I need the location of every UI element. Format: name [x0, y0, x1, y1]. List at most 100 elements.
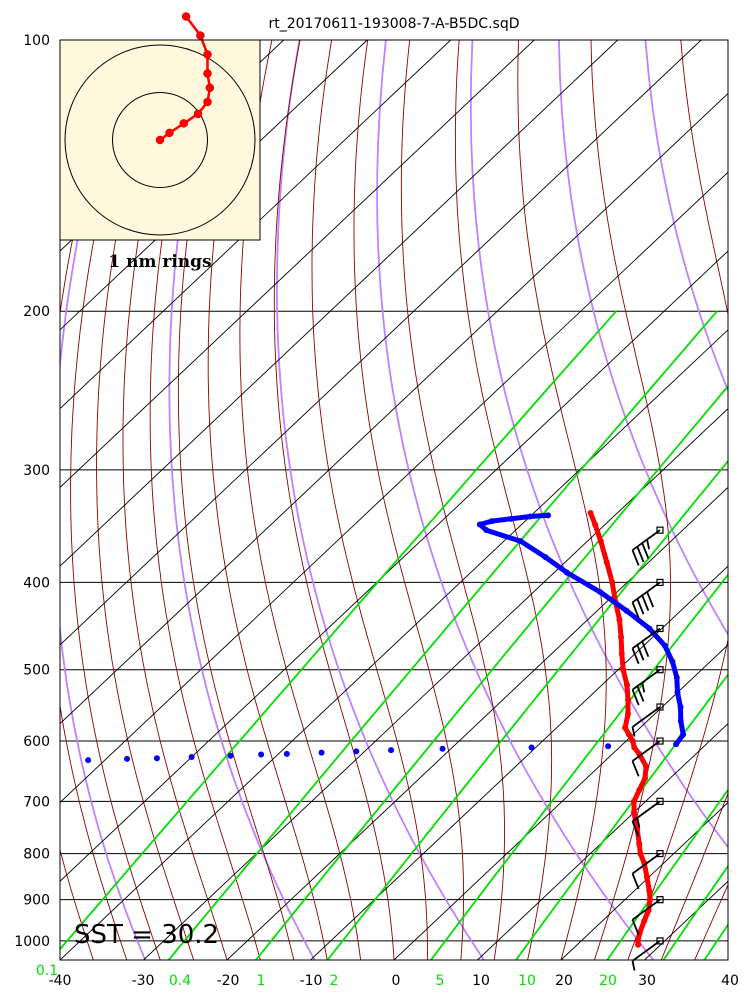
isotherm	[60, 40, 619, 567]
isotherm	[310, 565, 728, 960]
temperature-point	[623, 682, 630, 689]
wind-barb-flag	[636, 817, 641, 828]
temperature-point	[646, 887, 653, 894]
mixing-ratio-line	[60, 310, 617, 951]
temperature-point	[618, 650, 625, 657]
dewpoint-scatter-point	[35, 757, 41, 763]
wind-barb-flag	[631, 602, 640, 619]
temperature-point	[625, 696, 632, 703]
isotherm	[60, 40, 535, 488]
hodograph-point	[193, 109, 203, 119]
plot-frame	[59, 39, 729, 961]
wind-barb-flag	[641, 641, 650, 658]
wind-barb-450	[631, 624, 664, 665]
wind-barb-flag	[636, 685, 645, 702]
wind-barb-1000	[631, 937, 664, 971]
pressure-label-100: 100	[23, 33, 50, 49]
wind-barb-station	[656, 737, 664, 745]
wind-barb-flag	[631, 960, 636, 971]
wind-barb-400	[631, 578, 664, 619]
hodograph-trace	[159, 15, 212, 142]
temperature-point	[646, 896, 653, 903]
dewpoint-scatter-point	[227, 752, 234, 759]
temperature-tick-label: 30	[638, 973, 656, 989]
mixing-ratio-line	[430, 573, 728, 960]
hodograph-point	[165, 128, 174, 138]
dewpoint-point	[669, 658, 676, 665]
temperature-point	[624, 711, 631, 718]
moist-adiabat	[311, 40, 428, 960]
dewpoint-scatter-point	[439, 745, 446, 752]
chart-title: rt_20170611-193008-7-A-B5DC.sqD	[268, 16, 519, 32]
hodograph-point	[155, 135, 165, 145]
wind-barb-flag	[631, 549, 640, 566]
temperature-point	[622, 724, 629, 731]
mixing-ratio-label: 2	[330, 973, 339, 989]
temperature-point	[592, 521, 599, 528]
temperature-tick-label: -40	[49, 973, 72, 989]
dewpoint-point	[476, 521, 483, 528]
temperature-point	[631, 744, 638, 751]
dewpoint-scatter-point	[153, 755, 160, 762]
hodograph-point	[196, 31, 205, 40]
mixing-ratio-line	[326, 459, 728, 960]
moist-adiabat	[454, 40, 553, 960]
dry-adiabat	[732, 40, 750, 960]
dewpoint-point	[545, 512, 552, 519]
moist-adiabat	[727, 958, 728, 960]
moist-adiabat	[590, 40, 671, 960]
mixing-ratio-label: 5	[436, 973, 445, 989]
hodograph: 1 nm rings	[59, 12, 261, 272]
sst-label: SST = 30.2	[74, 920, 219, 950]
wind-barb-flag	[631, 873, 640, 890]
dewpoint-point	[677, 717, 684, 724]
dewpoint-point	[677, 704, 684, 711]
temperature-point	[636, 840, 643, 847]
wind-barb-flag	[641, 682, 646, 693]
temperature-point	[597, 538, 604, 545]
isotherm	[60, 329, 728, 960]
wind-barb-staff	[631, 706, 661, 728]
temperature-point	[625, 731, 632, 738]
dewpoint-scatter-point	[85, 757, 92, 764]
temperature-point	[609, 579, 616, 586]
wind-barb-station	[656, 703, 664, 711]
temperature-point	[643, 874, 650, 881]
isotherm	[60, 40, 452, 410]
moist-adiabat	[177, 40, 295, 960]
wind-barb-700	[631, 797, 664, 837]
temperature-tick-label: -20	[217, 973, 240, 989]
mixing-ratio-line	[662, 864, 728, 960]
temperature-point	[637, 850, 644, 857]
wind-barb-800	[631, 850, 664, 890]
hodograph-point	[205, 83, 215, 92]
isotherm	[727, 959, 728, 960]
dewpoint-scatter-point	[258, 751, 265, 758]
temperature-tick-label: 10	[472, 973, 490, 989]
dewpoint-point	[563, 569, 570, 576]
wind-barb-flag	[641, 594, 650, 611]
moist-adiabat	[517, 40, 607, 960]
temperature-point	[603, 559, 610, 566]
temperature-point	[636, 787, 643, 794]
wind-barb-flag	[641, 542, 650, 559]
temperature-point	[643, 763, 650, 770]
temperature-point	[630, 798, 637, 805]
mixing-ratio-line	[167, 310, 718, 960]
pressure-label-800: 800	[23, 847, 50, 863]
mixing-ratio-label: 1	[257, 973, 266, 989]
isotherm	[60, 92, 728, 725]
wind-barb-station	[656, 624, 664, 633]
hodograph-point	[203, 69, 212, 78]
hodograph-ring-label: 1 nm rings	[108, 252, 211, 272]
dewpoint-point	[483, 527, 490, 534]
mixing-ratio-line	[515, 673, 728, 960]
wind-barb-station	[656, 937, 664, 945]
temperature-point	[616, 616, 623, 623]
mixing-ratio-label: 10	[518, 973, 536, 989]
wind-barb-station	[656, 896, 664, 904]
pressure-label-300: 300	[23, 463, 50, 479]
dewpoint-point	[597, 589, 604, 596]
wind-barb-staff	[631, 940, 661, 962]
